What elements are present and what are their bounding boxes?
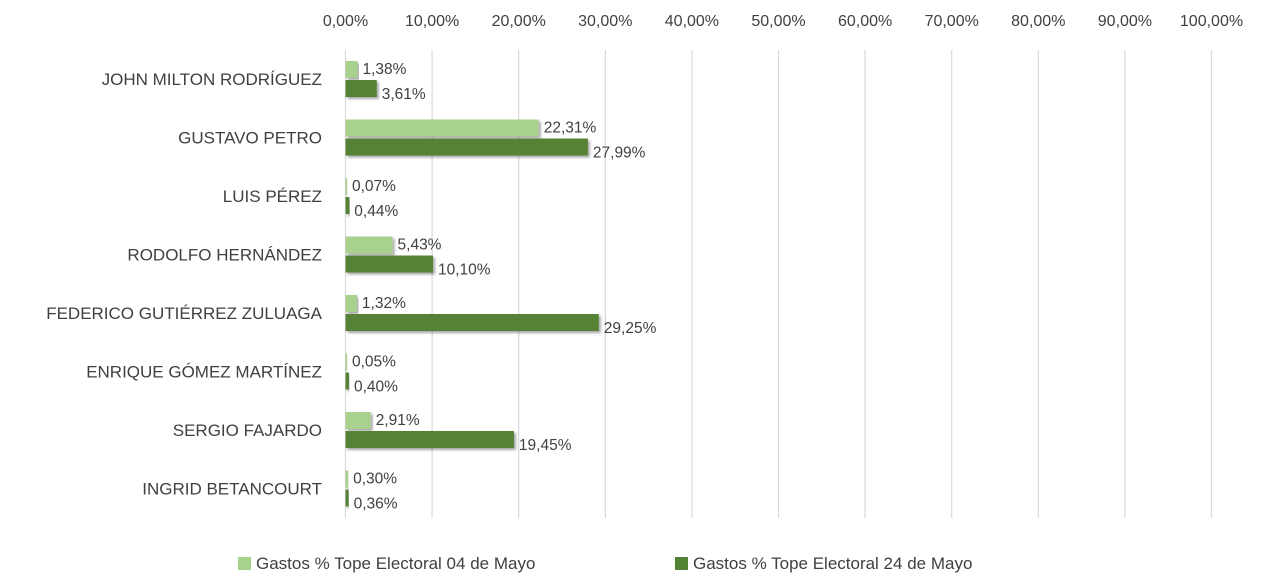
data-label: 3,61% (382, 86, 426, 103)
bar-04-mayo (345, 353, 347, 371)
category-label: RODOLFO HERNÁNDEZ (127, 246, 322, 265)
data-label: 5,43% (398, 237, 442, 254)
x-tick-label: 30,00% (578, 13, 632, 30)
data-label: 0,07% (352, 178, 396, 195)
bar-24-mayo (345, 138, 588, 156)
bar-24-mayo (345, 372, 349, 390)
data-label: 0,40% (354, 379, 398, 396)
data-label: 1,38% (362, 61, 406, 78)
bar-04-mayo (345, 470, 349, 488)
bar-24-mayo (345, 489, 349, 507)
bars (345, 61, 599, 507)
data-label: 0,30% (353, 471, 397, 488)
category-label: GUSTAVO PETRO (178, 129, 322, 148)
data-label: 22,31% (544, 120, 597, 137)
data-label: 29,25% (604, 320, 657, 337)
x-tick-label: 70,00% (925, 13, 979, 30)
data-label: 0,36% (354, 496, 398, 513)
x-tick-label: 100,00% (1180, 13, 1243, 30)
data-label: 0,05% (352, 354, 396, 371)
data-label: 27,99% (593, 145, 646, 162)
category-label: LUIS PÉREZ (223, 187, 322, 206)
data-label: 10,10% (438, 262, 491, 279)
x-tick-label: 0,00% (323, 13, 368, 30)
bar-24-mayo (345, 431, 514, 448)
legend-label: Gastos % Tope Electoral 04 de Mayo (256, 554, 535, 573)
x-tick-label: 40,00% (665, 13, 719, 30)
x-tick-label: 90,00% (1098, 13, 1152, 30)
category-label: SERGIO FAJARDO (173, 421, 322, 440)
bar-04-mayo (345, 295, 357, 312)
bar-04-mayo (345, 61, 358, 78)
data-labels: 1,38% 3,61% 22,31% 27,99% 0,07% 0,44%5,43% 10,… (352, 61, 657, 513)
x-axis-ticks: 0,00% 10,00% 20,00% 30,00% 40,00% 50,00% 60,00… (323, 13, 1243, 30)
bar-24-mayo (345, 197, 350, 214)
bar-24-mayo (345, 255, 433, 273)
bar-04-mayo (345, 412, 371, 429)
data-label: 1,32% (362, 295, 406, 312)
x-tick-label: 60,00% (838, 13, 892, 30)
x-tick-label: 10,00% (405, 13, 459, 30)
category-label: FEDERICO GUTIÉRREZ ZULUAGA (46, 304, 322, 323)
legend-swatch (238, 557, 251, 570)
bar-04-mayo (345, 119, 539, 137)
category-label: JOHN MILTON RODRÍGUEZ (102, 70, 322, 89)
x-tick-label: 20,00% (492, 13, 546, 30)
bar-04-mayo (345, 178, 347, 195)
bar-04-mayo (345, 236, 393, 254)
data-label: 19,45% (519, 437, 572, 454)
category-label: INGRID BETANCOURT (142, 480, 322, 499)
x-tick-label: 80,00% (1011, 13, 1065, 30)
data-label: 2,91% (376, 412, 420, 429)
legend-label: Gastos % Tope Electoral 24 de Mayo (693, 554, 972, 573)
data-label: 0,44% (354, 203, 398, 220)
bar-24-mayo (345, 314, 599, 331)
x-tick-label: 50,00% (751, 13, 805, 30)
category-labels: JOHN MILTON RODRÍGUEZ GUSTAVO PETRO LUIS P… (46, 70, 322, 499)
legend-swatch (675, 557, 688, 570)
legend: Gastos % Tope Electoral 04 de Mayo Gastos… (238, 554, 972, 573)
category-label: ENRIQUE GÓMEZ MARTÍNEZ (86, 363, 322, 382)
bar-24-mayo (345, 80, 377, 97)
